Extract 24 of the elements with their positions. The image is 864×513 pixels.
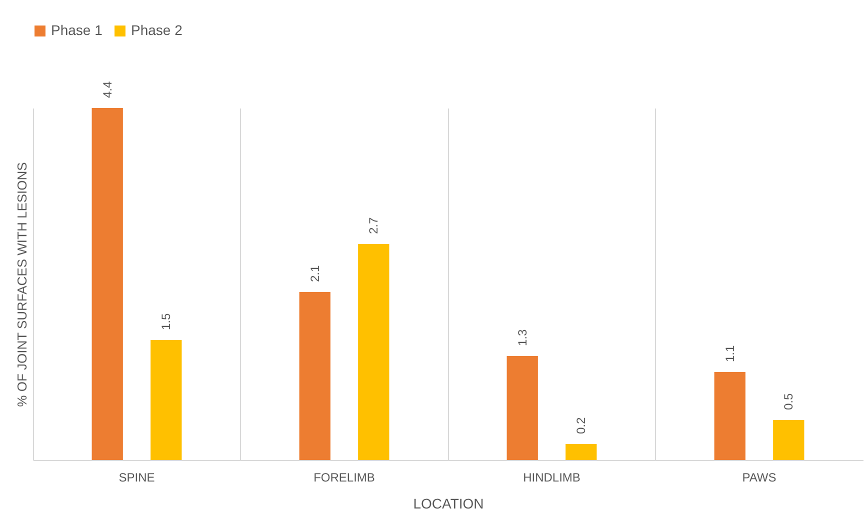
bar [506, 356, 538, 460]
data-label: 0.2 [574, 416, 588, 434]
y-axis-title: % OF JOINT SURFACES WITH LESIONS [14, 162, 30, 407]
data-label: 2.7 [366, 216, 381, 234]
data-label: 4.4 [100, 80, 114, 98]
x-tick-label: PAWS [742, 470, 776, 484]
bar [773, 420, 804, 460]
bar [92, 108, 123, 460]
data-label: 1.3 [515, 328, 530, 346]
data-label: 2.1 [308, 264, 322, 282]
bar [358, 244, 390, 460]
bar [299, 292, 330, 460]
data-label: 1.5 [159, 312, 174, 330]
bar [714, 372, 746, 460]
x-axis-title: LOCATION [413, 496, 484, 512]
data-label: 0.5 [782, 392, 796, 410]
x-tick-label: SPINE [118, 470, 155, 484]
data-label: 1.1 [722, 344, 737, 362]
x-tick-label: HINDLIMB [523, 470, 580, 484]
bar [566, 444, 597, 460]
legend-label: Phase 1 [51, 22, 103, 38]
x-tick-label: FORELIMB [314, 470, 375, 484]
bar [150, 340, 182, 460]
legend-label: Phase 2 [131, 22, 183, 38]
